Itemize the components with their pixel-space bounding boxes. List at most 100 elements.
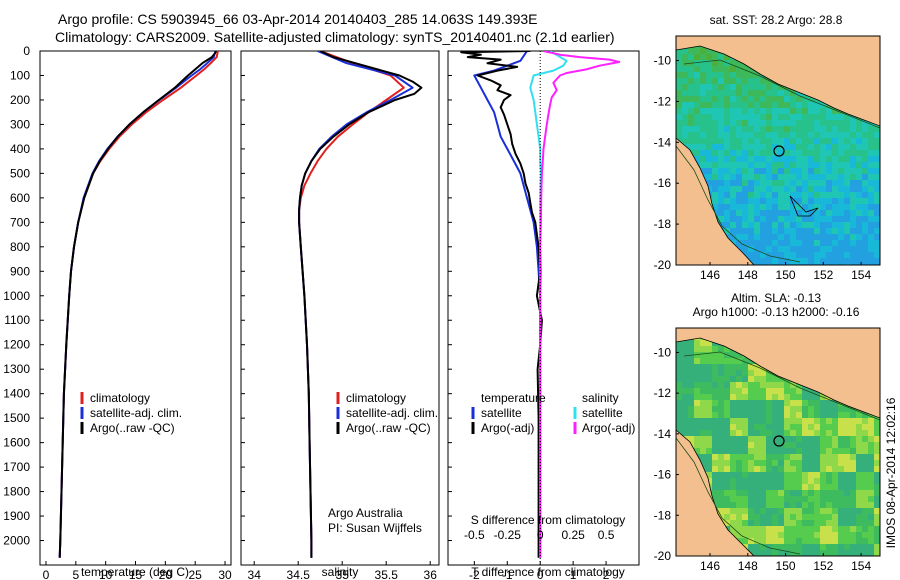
- map-cell: [718, 90, 724, 96]
- map-cell: [736, 198, 742, 204]
- map-cell: [700, 108, 706, 114]
- map-cell: [742, 216, 748, 222]
- map-y-tick-label: -20: [654, 258, 672, 272]
- map-cell: [862, 144, 868, 150]
- map-cell: [718, 60, 724, 66]
- map-cell: [736, 150, 742, 156]
- map-cell: [772, 222, 778, 228]
- map-cell: [772, 406, 778, 412]
- map-cell: [700, 144, 706, 150]
- map-cell: [676, 114, 682, 120]
- map-cell: [772, 204, 778, 210]
- map-cell: [682, 48, 688, 54]
- map-cell: [784, 246, 790, 252]
- map-cell: [874, 478, 880, 484]
- map-cell: [862, 156, 868, 162]
- map-cell: [778, 138, 784, 144]
- map-cell: [820, 126, 826, 132]
- map-cell: [784, 204, 790, 210]
- map-cell: [736, 526, 742, 532]
- map-cell: [718, 180, 724, 186]
- map-cell: [868, 454, 874, 460]
- sla-map: [676, 328, 880, 556]
- map-cell: [700, 72, 706, 78]
- map-cell: [844, 174, 850, 180]
- map-cell: [838, 430, 844, 436]
- map-cell: [706, 174, 712, 180]
- map-cell: [808, 156, 814, 162]
- map-cell: [760, 108, 766, 114]
- map-cell: [820, 258, 826, 264]
- map-cell: [772, 246, 778, 252]
- map-cell: [694, 138, 700, 144]
- map-cell: [730, 502, 736, 508]
- map-cell: [838, 234, 844, 240]
- map-cell: [838, 192, 844, 198]
- map-cell: [748, 538, 754, 544]
- map-cell: [844, 484, 850, 490]
- map-cell: [688, 370, 694, 376]
- map-cell: [766, 162, 772, 168]
- map-cell: [790, 240, 796, 246]
- depth-contour-north: [683, 59, 880, 129]
- map-cell: [874, 502, 880, 508]
- map-cell: [862, 496, 868, 502]
- map-cell: [814, 484, 820, 490]
- map-cell: [778, 550, 784, 556]
- map-cell: [850, 162, 856, 168]
- map-cell: [838, 502, 844, 508]
- map-cell: [730, 222, 736, 228]
- map-cell: [826, 240, 832, 246]
- map-cell: [712, 388, 718, 394]
- map-cell: [796, 412, 802, 418]
- map-cell: [796, 156, 802, 162]
- map-cell: [754, 430, 760, 436]
- map-cell: [826, 258, 832, 264]
- map-cell: [790, 508, 796, 514]
- series-climatology: [58, 51, 219, 558]
- map-cell: [808, 418, 814, 424]
- map-cell: [718, 490, 724, 496]
- map-cell: [814, 418, 820, 424]
- map-cell: [736, 192, 742, 198]
- map-cell: [820, 228, 826, 234]
- map-cell: [748, 394, 754, 400]
- map-cell: [844, 478, 850, 484]
- map-cell: [754, 544, 760, 550]
- map-cell: [790, 514, 796, 520]
- map-cell: [790, 144, 796, 150]
- map-cell: [760, 96, 766, 102]
- map-cell: [802, 108, 808, 114]
- map-cell: [694, 346, 700, 352]
- map-cell: [868, 210, 874, 216]
- map-cell: [760, 210, 766, 216]
- map-x-tick-label: 152: [813, 559, 833, 573]
- map-cell: [790, 430, 796, 436]
- map-cell: [808, 96, 814, 102]
- map-cell: [862, 132, 868, 138]
- map-cell: [862, 240, 868, 246]
- map-cell: [844, 466, 850, 472]
- map-cell: [742, 144, 748, 150]
- map-cell: [736, 370, 742, 376]
- map-cell: [856, 204, 862, 210]
- map-cell: [802, 162, 808, 168]
- map-cell: [772, 174, 778, 180]
- map-cell: [874, 454, 880, 460]
- map-cell: [838, 186, 844, 192]
- map-cell: [814, 424, 820, 430]
- map-cell: [814, 120, 820, 126]
- map-cell: [874, 198, 880, 204]
- map-cell: [850, 204, 856, 210]
- map-cell: [754, 394, 760, 400]
- salinity-x-ticks: 34 34.5 35 35.5 36: [248, 561, 437, 580]
- map-cell: [814, 138, 820, 144]
- map-y-tick-label: -10: [654, 54, 672, 68]
- map-cell: [706, 66, 712, 72]
- map-cell: [778, 102, 784, 108]
- map-cell: [832, 216, 838, 222]
- map-cell: [802, 538, 808, 544]
- map-cell: [772, 424, 778, 430]
- map-cell: [742, 114, 748, 120]
- map-cell: [724, 406, 730, 412]
